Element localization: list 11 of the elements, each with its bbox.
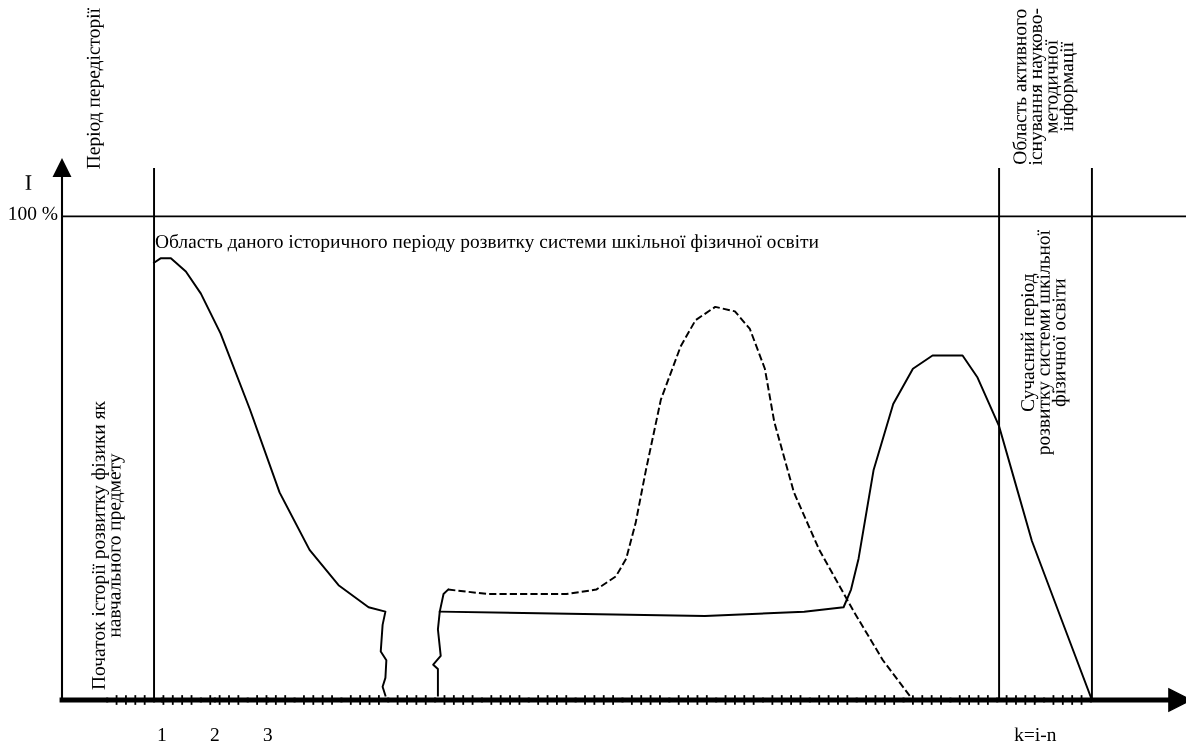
text: 100 % xyxy=(9,206,58,220)
x-tick-label: 3 xyxy=(263,728,272,742)
text: Область даного історичного періоду розвитку системи шкільної фізичної освіти xyxy=(155,233,819,253)
x-tick-label: k=i-n xyxy=(1014,727,1057,741)
text: Період передісторії xyxy=(86,8,104,169)
annotation: Початок історії розвитку фізики як навчального предмету xyxy=(91,401,125,690)
x-tick-label: 1 xyxy=(158,728,166,741)
annotation: Сучасний період розвитку системи шкільної фізичної освіти xyxy=(1020,230,1070,455)
x-tick-label: 2 xyxy=(210,728,219,741)
y-axis-title: I xyxy=(25,175,32,190)
text: Область активного існування науково- методичної інформації xyxy=(1012,8,1078,166)
